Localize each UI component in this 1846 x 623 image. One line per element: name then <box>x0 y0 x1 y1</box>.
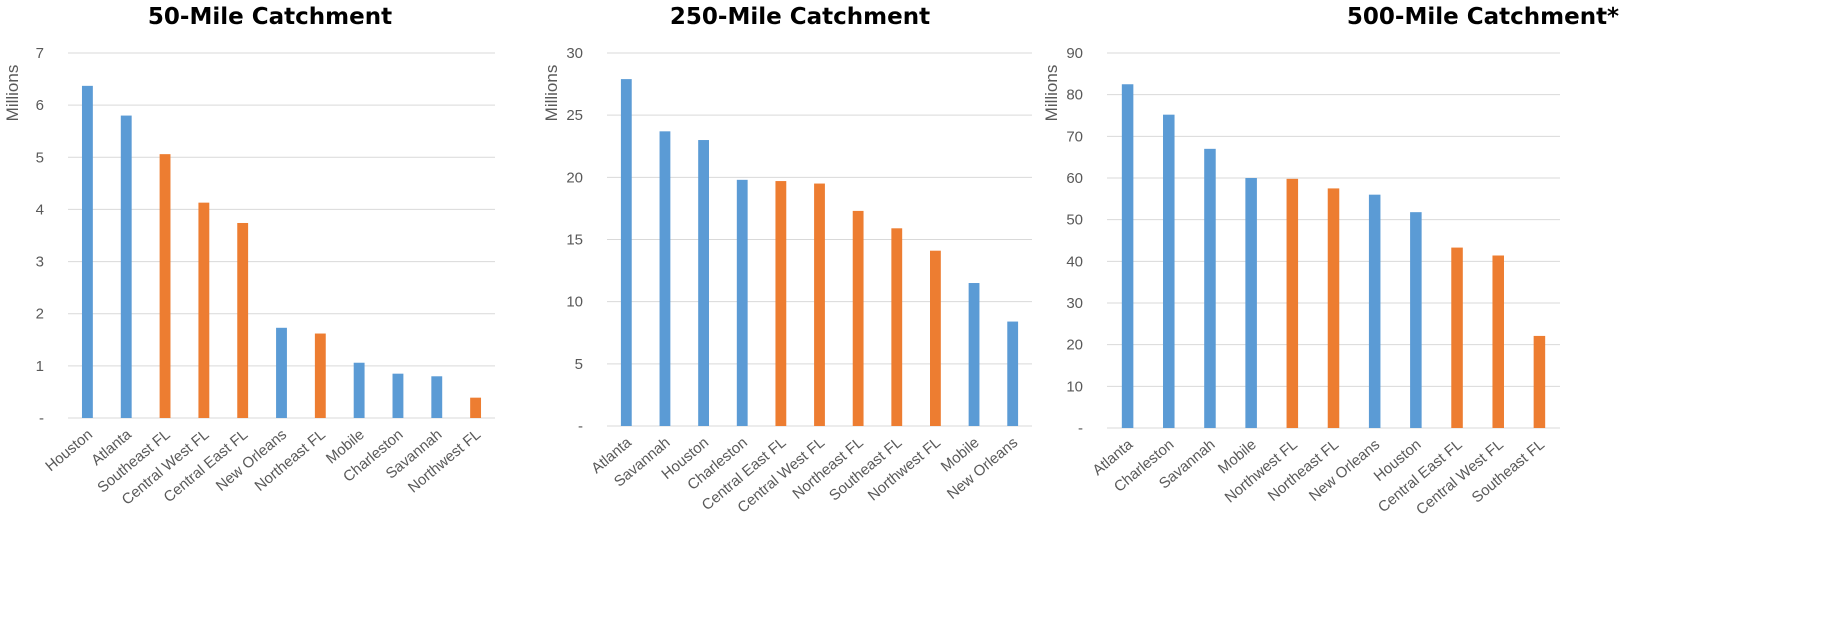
y-tick-label: 2 <box>36 306 44 323</box>
bar-chart-50-mile: -1234567MillionsHoustonAtlantaSoutheast … <box>3 45 495 509</box>
y-tick-label: 6 <box>36 97 44 114</box>
bar <box>968 283 980 426</box>
bar <box>1533 335 1546 428</box>
y-tick-label: 50 <box>1066 212 1083 229</box>
bar <box>237 222 249 418</box>
y-tick-label: 10 <box>566 294 583 311</box>
bar <box>276 327 287 418</box>
bar <box>1245 178 1257 428</box>
bar <box>392 373 404 418</box>
y-tick-label: 1 <box>36 358 44 375</box>
y-axis-label: Millions <box>3 65 22 122</box>
y-tick-label: 70 <box>1066 128 1083 145</box>
bar <box>736 179 748 426</box>
bar <box>1451 247 1463 428</box>
bar <box>314 333 326 418</box>
bar <box>814 183 825 426</box>
bar-chart-500-mile: -102030405060708090MillionsAtlantaCharle… <box>1042 45 1560 519</box>
y-tick-label: 7 <box>36 45 44 62</box>
y-tick-label: 30 <box>1066 295 1083 312</box>
bar <box>159 154 171 418</box>
y-axis-label: Millions <box>542 65 561 122</box>
y-tick-label: 4 <box>36 201 44 218</box>
y-tick-label: 5 <box>575 356 583 373</box>
y-tick-label: 20 <box>1066 337 1083 354</box>
y-tick-label: - <box>39 410 44 427</box>
y-axis-label: Millions <box>1042 65 1061 122</box>
y-tick-label: 5 <box>36 149 44 166</box>
bar <box>775 181 787 426</box>
y-tick-label: 3 <box>36 254 44 271</box>
y-tick-label: - <box>578 418 583 435</box>
bar <box>81 85 93 418</box>
bar <box>1368 194 1381 428</box>
bar <box>1286 178 1299 428</box>
chart-panel-500-mile: 500-Mile Catchment* - 10 20 30 40 50 60 70 80 90 M… <box>1042 0 1846 623</box>
bar <box>1163 114 1175 429</box>
y-tick-label: 80 <box>1066 87 1083 104</box>
y-tick-label: 90 <box>1066 45 1083 62</box>
bar <box>891 228 903 426</box>
bar <box>198 202 210 418</box>
bar <box>1327 188 1340 428</box>
y-tick-label: - <box>1078 420 1083 437</box>
bar-chart-250-mile: -51015202530MillionsAtlantaSavannahHoust… <box>542 45 1032 517</box>
chart-panel-250-mile: 250-Mile Catchment -5 10 15 20 25 30 Millions A… <box>540 0 1060 623</box>
bar <box>620 79 632 427</box>
y-tick-label: 30 <box>566 45 583 62</box>
bar <box>659 131 671 426</box>
bar <box>930 250 941 426</box>
bar <box>1492 255 1504 428</box>
bar <box>1121 84 1134 428</box>
bar <box>1007 321 1019 426</box>
y-tick-label: 40 <box>1066 253 1083 270</box>
bar <box>431 376 443 418</box>
y-tick-label: 60 <box>1066 170 1083 187</box>
x-category-label: Houston <box>42 426 96 475</box>
chart-title: 50-Mile Catchment <box>147 4 393 30</box>
chart-panel-50-mile: 50-Mile Catchment - 1 2 3 4 5 6 7 Millions Housto… <box>0 0 540 623</box>
bar <box>120 115 132 419</box>
chart-title: 250-Mile Catchment <box>669 4 931 30</box>
chart-title: 500-Mile Catchment* <box>1346 4 1620 30</box>
y-tick-label: 15 <box>566 232 583 249</box>
bar <box>353 362 365 418</box>
bar <box>698 140 709 427</box>
x-category-label: Southeast FL <box>1469 436 1548 506</box>
bar <box>852 210 864 426</box>
bar <box>1410 212 1422 428</box>
bar <box>470 397 482 418</box>
y-tick-label: 20 <box>566 169 583 186</box>
y-tick-label: 25 <box>566 107 583 124</box>
bar <box>1204 148 1216 429</box>
y-tick-label: 10 <box>1066 378 1083 395</box>
